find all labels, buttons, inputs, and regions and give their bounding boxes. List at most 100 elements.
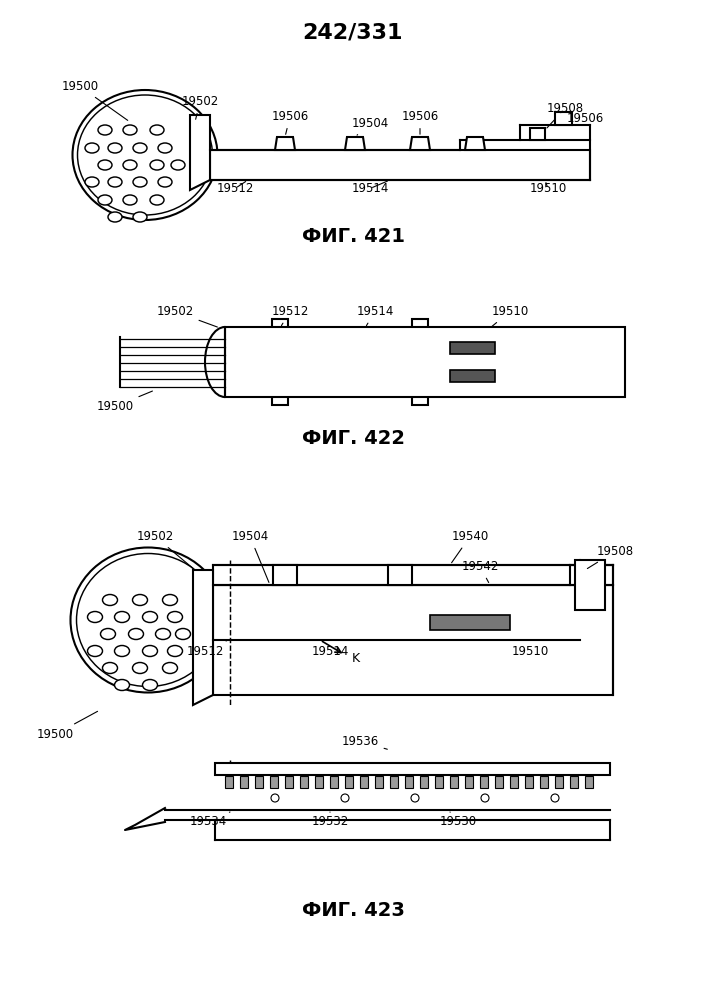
Ellipse shape — [103, 594, 117, 605]
Polygon shape — [345, 137, 365, 150]
Ellipse shape — [88, 611, 103, 622]
Text: 19506: 19506 — [402, 110, 438, 134]
Ellipse shape — [143, 680, 158, 690]
Text: 19502: 19502 — [156, 305, 217, 327]
Text: ФИГ. 422: ФИГ. 422 — [301, 428, 404, 448]
Bar — [480, 776, 488, 788]
Ellipse shape — [73, 90, 218, 220]
Text: 19504: 19504 — [351, 117, 389, 135]
Text: 19510: 19510 — [530, 182, 566, 195]
Ellipse shape — [132, 662, 148, 674]
Polygon shape — [465, 137, 485, 150]
Bar — [412, 319, 428, 329]
Text: 19536: 19536 — [341, 735, 387, 749]
Bar — [495, 776, 503, 788]
Bar — [450, 342, 495, 354]
Bar — [390, 776, 398, 788]
Text: 19514: 19514 — [356, 305, 394, 326]
Ellipse shape — [98, 125, 112, 135]
Text: 19532: 19532 — [311, 812, 349, 828]
Text: 19512: 19512 — [187, 640, 228, 658]
Text: 19500: 19500 — [96, 391, 153, 413]
Bar — [525, 776, 533, 788]
Bar — [450, 370, 495, 382]
Bar — [240, 776, 248, 788]
Ellipse shape — [108, 212, 122, 222]
Text: 19530: 19530 — [440, 812, 477, 828]
Ellipse shape — [133, 177, 147, 187]
Ellipse shape — [150, 125, 164, 135]
Ellipse shape — [143, 646, 158, 656]
Ellipse shape — [150, 195, 164, 205]
Bar — [285, 776, 293, 788]
Bar — [375, 776, 383, 788]
Ellipse shape — [175, 629, 190, 640]
Bar — [300, 776, 308, 788]
FancyBboxPatch shape — [213, 585, 613, 695]
Ellipse shape — [171, 160, 185, 170]
Ellipse shape — [123, 195, 137, 205]
Bar — [405, 776, 413, 788]
Ellipse shape — [108, 143, 122, 153]
Text: 19500: 19500 — [37, 711, 98, 741]
Ellipse shape — [168, 611, 182, 622]
FancyBboxPatch shape — [225, 327, 625, 397]
Ellipse shape — [98, 160, 112, 170]
Text: 19500: 19500 — [62, 80, 128, 120]
Bar — [225, 776, 233, 788]
Ellipse shape — [108, 177, 122, 187]
Ellipse shape — [115, 680, 129, 690]
Bar — [430, 615, 510, 630]
Text: ФИГ. 421: ФИГ. 421 — [301, 228, 404, 246]
Bar — [420, 776, 428, 788]
Bar — [540, 776, 548, 788]
Polygon shape — [530, 128, 545, 140]
Text: 19502: 19502 — [136, 530, 193, 568]
Ellipse shape — [158, 143, 172, 153]
Ellipse shape — [78, 95, 213, 215]
Bar — [270, 776, 278, 788]
Text: 19512: 19512 — [216, 182, 254, 195]
Bar — [555, 776, 563, 788]
Text: 19504: 19504 — [231, 530, 269, 582]
Text: 19534: 19534 — [189, 812, 230, 828]
Ellipse shape — [88, 646, 103, 656]
Bar — [510, 776, 518, 788]
Text: 19512: 19512 — [271, 305, 309, 326]
Polygon shape — [555, 112, 572, 125]
Ellipse shape — [156, 629, 170, 640]
Ellipse shape — [85, 143, 99, 153]
FancyBboxPatch shape — [215, 763, 610, 775]
Polygon shape — [275, 137, 295, 150]
Text: ФИГ. 423: ФИГ. 423 — [302, 900, 404, 920]
Ellipse shape — [71, 548, 226, 692]
Bar — [330, 776, 338, 788]
Ellipse shape — [163, 594, 177, 605]
Ellipse shape — [143, 611, 158, 622]
Ellipse shape — [100, 629, 115, 640]
Text: 19510: 19510 — [491, 305, 529, 326]
Text: 19514: 19514 — [311, 640, 349, 658]
Text: 19506: 19506 — [561, 112, 604, 125]
Ellipse shape — [163, 662, 177, 674]
Text: 19508: 19508 — [547, 102, 583, 128]
Bar — [465, 776, 473, 788]
Bar — [388, 565, 412, 585]
Polygon shape — [190, 115, 210, 190]
Bar — [450, 776, 458, 788]
Ellipse shape — [133, 212, 147, 222]
Bar — [585, 776, 593, 788]
Text: 19506: 19506 — [271, 110, 309, 134]
Text: 19514: 19514 — [351, 181, 389, 195]
Ellipse shape — [115, 646, 129, 656]
Polygon shape — [193, 570, 213, 705]
Bar — [575, 560, 605, 610]
Ellipse shape — [133, 143, 147, 153]
Ellipse shape — [150, 160, 164, 170]
Bar — [273, 565, 297, 585]
Ellipse shape — [103, 662, 117, 674]
Bar — [435, 776, 443, 788]
Ellipse shape — [76, 554, 219, 686]
Bar — [360, 776, 368, 788]
Bar — [315, 776, 323, 788]
